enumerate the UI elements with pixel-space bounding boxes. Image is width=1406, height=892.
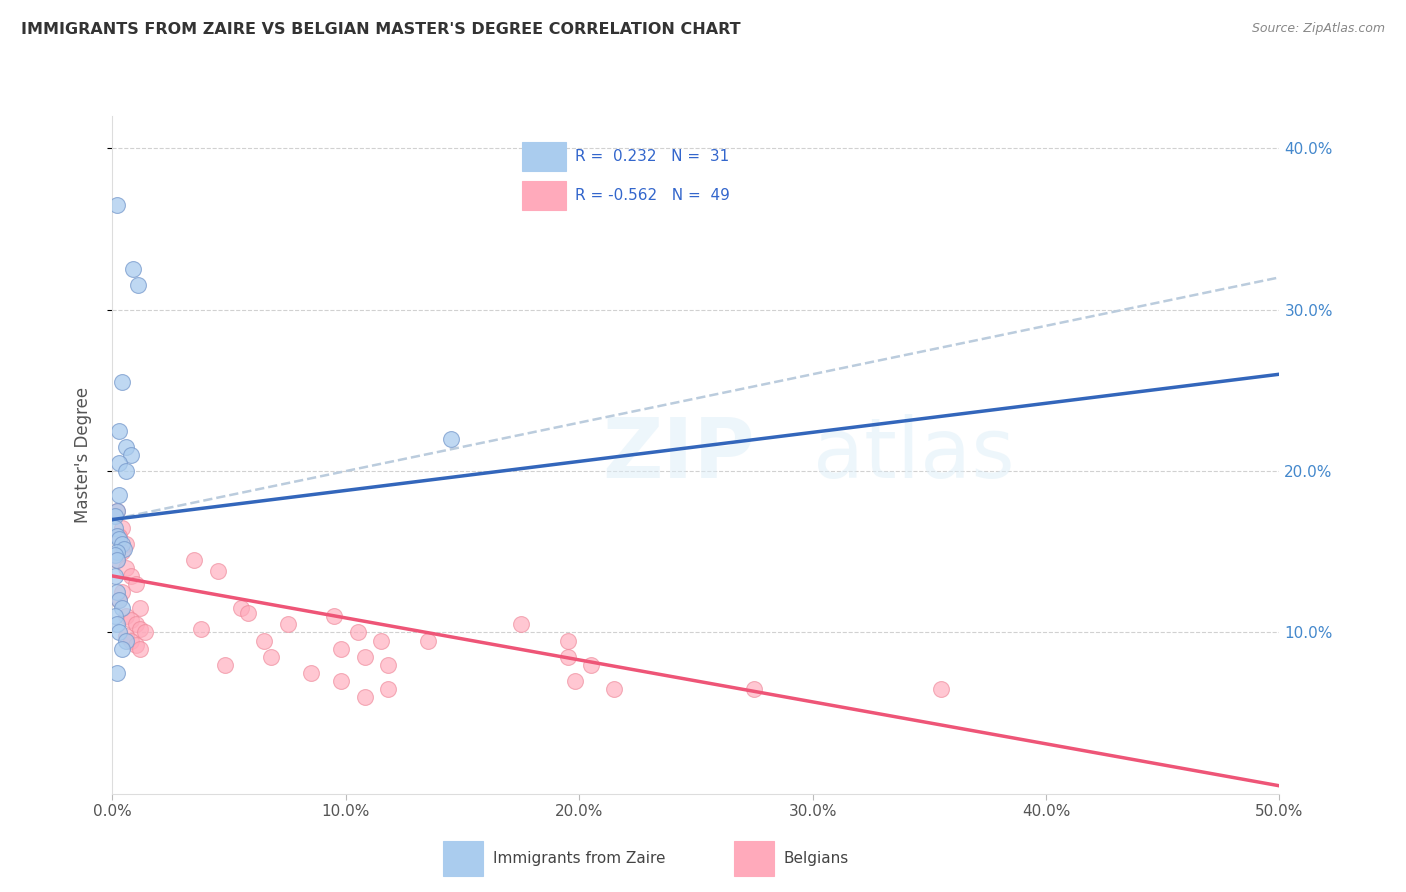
Point (134, 625, 156, 640)
Point (557, 633, 579, 648)
Point (112, 541, 135, 556)
Point (104, 569, 127, 583)
Point (557, 649, 579, 664)
Text: IMMIGRANTS FROM ZAIRE VS BELGIAN MASTER'S DEGREE CORRELATION CHART: IMMIGRANTS FROM ZAIRE VS BELGIAN MASTER'… (21, 22, 741, 37)
Point (509, 617, 531, 632)
Point (111, 520, 134, 534)
Point (183, 553, 205, 567)
Point (122, 262, 145, 277)
Point (108, 488, 131, 502)
Point (115, 609, 138, 624)
Point (111, 545, 134, 559)
Point (190, 622, 212, 636)
Point (120, 613, 142, 627)
Point (579, 657, 602, 672)
Point (108, 625, 131, 640)
Point (330, 673, 353, 688)
Text: Source: ZipAtlas.com: Source: ZipAtlas.com (1251, 22, 1385, 36)
Text: ZIP: ZIP (603, 415, 755, 495)
Bar (523, 142, 565, 171)
Point (120, 569, 142, 583)
Point (214, 657, 236, 672)
Point (330, 641, 353, 656)
Point (125, 577, 148, 591)
Point (105, 198, 128, 212)
Point (299, 665, 322, 680)
Point (129, 601, 152, 615)
Point (105, 553, 128, 567)
Text: R =  0.232   N =  31: R = 0.232 N = 31 (575, 149, 730, 164)
Point (115, 464, 138, 478)
Point (108, 456, 131, 470)
Point (120, 633, 142, 648)
Point (125, 639, 148, 653)
Point (115, 440, 138, 454)
Point (105, 665, 128, 680)
Point (108, 593, 131, 607)
Point (105, 504, 128, 518)
Point (229, 601, 252, 615)
Point (377, 681, 399, 696)
Point (105, 528, 128, 542)
Point (276, 617, 298, 632)
Point (742, 681, 765, 696)
Point (105, 545, 128, 559)
Text: atlas: atlas (813, 415, 1014, 495)
Point (125, 617, 148, 632)
Point (115, 537, 138, 551)
Point (377, 657, 399, 672)
Point (120, 448, 142, 462)
Point (111, 537, 134, 551)
Point (603, 681, 626, 696)
Point (111, 376, 134, 390)
Point (104, 509, 127, 524)
Point (346, 625, 368, 640)
Point (105, 617, 128, 632)
Point (129, 641, 152, 656)
Point (111, 641, 134, 656)
Point (353, 690, 375, 704)
Point (105, 504, 128, 518)
Point (440, 432, 463, 446)
Point (370, 633, 392, 648)
Point (129, 622, 152, 636)
Point (105, 585, 128, 599)
Point (108, 528, 131, 542)
Point (353, 649, 375, 664)
Point (111, 601, 134, 615)
Point (104, 548, 127, 562)
Point (929, 681, 952, 696)
Point (105, 553, 128, 567)
Point (416, 633, 439, 648)
Point (115, 561, 138, 575)
Text: Belgians: Belgians (783, 851, 849, 866)
Point (115, 629, 138, 643)
Point (108, 532, 131, 546)
Point (260, 649, 283, 664)
Point (108, 593, 131, 607)
Point (104, 520, 127, 534)
Y-axis label: Master's Degree: Master's Degree (73, 387, 91, 523)
Text: R = -0.562   N =  49: R = -0.562 N = 49 (575, 188, 730, 203)
Point (127, 278, 149, 293)
Text: Immigrants from Zaire: Immigrants from Zaire (492, 851, 665, 866)
Point (104, 609, 127, 624)
Point (564, 673, 586, 688)
Point (115, 633, 138, 648)
Point (111, 585, 134, 599)
Point (236, 606, 259, 620)
Point (108, 424, 131, 438)
Bar (523, 181, 565, 211)
Point (323, 609, 346, 624)
Bar (734, 841, 775, 876)
Bar (443, 841, 484, 876)
Point (253, 633, 276, 648)
Point (207, 564, 229, 578)
